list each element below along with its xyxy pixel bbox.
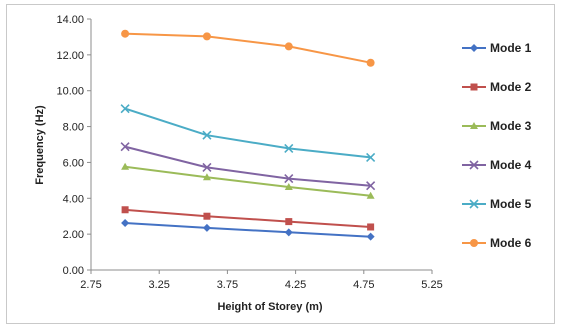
data-point: [121, 219, 130, 228]
data-point: [470, 239, 478, 247]
series-line: [124, 165, 371, 197]
legend-item: Mode 4: [462, 158, 532, 172]
x-tick-label: 2.75: [80, 279, 101, 291]
legend-label: Mode 3: [490, 119, 532, 133]
axes: [87, 18, 433, 274]
data-point-stroke: [284, 143, 294, 154]
data-point: [284, 228, 293, 237]
series-5: [120, 104, 376, 162]
x-tick-label: 4.25: [285, 279, 306, 291]
data-point-stroke: [366, 152, 376, 162]
data-point: [366, 191, 375, 199]
data-point: [284, 42, 293, 51]
legend: Mode 1 Mode 2 Mode 3 Mode 4 Mode 5 Mode 6: [462, 41, 532, 250]
legend-item: Mode 2: [462, 80, 532, 94]
data-point: [121, 162, 130, 170]
data-point-stroke: [120, 142, 130, 152]
legend-label: Mode 6: [490, 236, 532, 250]
series-3: [121, 162, 375, 199]
legend-item: Mode 5: [462, 197, 532, 211]
data-point: [366, 58, 375, 67]
legend-label: Mode 2: [490, 80, 532, 94]
legend-item: Mode 3: [462, 119, 532, 133]
data-point: [284, 143, 294, 154]
data-point: [470, 44, 478, 52]
data-point-stroke: [469, 160, 479, 170]
data-point: [202, 162, 212, 173]
series-line: [125, 222, 371, 238]
data-point: [366, 152, 376, 162]
series-1: [121, 219, 375, 241]
data-point-stroke: [284, 173, 294, 184]
data-point-stroke: [469, 199, 479, 209]
data-point: [285, 218, 293, 226]
legend-label: Mode 1: [490, 41, 532, 55]
y-tick-label: 14.00: [56, 14, 84, 26]
legend-label: Mode 5: [490, 197, 532, 211]
y-tick-label: 10.00: [56, 86, 84, 98]
x-tick-label: 3.25: [148, 279, 169, 291]
x-tick-label: 4.75: [353, 279, 374, 291]
series-4: [120, 142, 376, 191]
x-tick-label: 5.25: [421, 279, 442, 291]
series-line: [125, 32, 371, 64]
data-point: [120, 142, 130, 152]
y-axis-label: Frequency (Hz): [34, 105, 46, 185]
data-point: [202, 130, 212, 140]
data-point: [121, 206, 129, 214]
data-point-stroke: [202, 130, 212, 140]
data-point-stroke: [202, 162, 212, 173]
y-tick-label: 8.00: [63, 122, 84, 134]
y-tick-labels: 0.00 2.00 4.00 6.00 8.00 10.00 12.00 14.00: [56, 14, 84, 277]
y-tick-label: 2.00: [63, 229, 84, 241]
data-point: [203, 212, 211, 220]
data-point: [367, 223, 375, 231]
legend-label: Mode 4: [490, 158, 532, 172]
data-point-stroke: [120, 104, 130, 114]
data-point: [366, 181, 376, 191]
data-point: [202, 32, 211, 41]
data-point: [469, 160, 479, 170]
series-line: [124, 145, 371, 187]
data-point: [202, 223, 211, 232]
data-point: [470, 122, 478, 129]
x-tick-labels: 2.75 3.25 3.75 4.25 4.75 5.25: [80, 279, 442, 291]
data-point: [469, 199, 479, 209]
legend-item: Mode 1: [462, 41, 532, 55]
data-point: [120, 104, 130, 114]
series-line: [125, 208, 371, 228]
data-point-stroke: [366, 181, 376, 191]
data-point: [202, 173, 211, 181]
series-group: [120, 29, 376, 241]
series-line: [124, 107, 371, 159]
x-axis-label: Height of Storey (m): [217, 301, 322, 313]
y-tick-label: 4.00: [63, 193, 84, 205]
series-6: [121, 29, 375, 67]
x-tick-label: 3.75: [217, 279, 238, 291]
y-tick-label: 0.00: [63, 265, 84, 277]
data-point: [284, 182, 293, 190]
data-point: [121, 29, 130, 38]
legend-item: Mode 6: [462, 236, 532, 250]
data-point: [470, 83, 478, 91]
data-point: [366, 232, 375, 241]
series-2: [121, 206, 375, 231]
y-tick-label: 12.00: [56, 50, 84, 62]
data-point: [284, 173, 294, 184]
y-tick-label: 6.00: [63, 157, 84, 169]
